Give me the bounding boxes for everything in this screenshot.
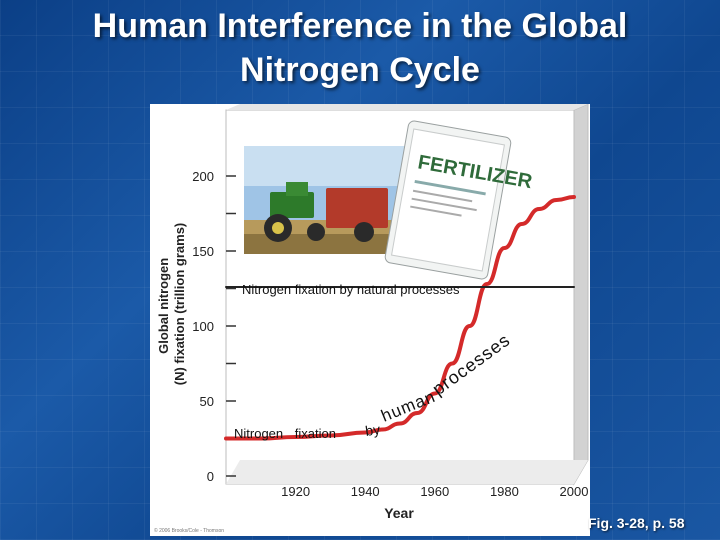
x-axis-label: Year — [384, 505, 414, 521]
y-axis-label-line2: (N) fixation (trillion grams) — [172, 223, 187, 386]
y-axis-label-line1: Global nitrogen — [156, 258, 171, 354]
plot-side-wall — [573, 104, 589, 486]
slide-title: Human Interference in the Global Nitroge… — [0, 4, 720, 92]
x-axis-tick-labels: 1920 1940 1960 1980 2000 — [281, 484, 588, 499]
y-tick-label: 100 — [192, 319, 214, 334]
y-axis-label: Global nitrogen (N) fixation (trillion g… — [156, 223, 187, 386]
y-axis-tick-labels: 0 50 100 150 200 — [192, 169, 214, 484]
annotation-human-fixation-start: Nitrogen fixation — [234, 426, 336, 441]
annotation-human-by: by — [364, 421, 381, 439]
fertilizer-bag-image: FERTILIZER — [384, 120, 534, 280]
slide-title-line2: Nitrogen Cycle — [240, 51, 480, 89]
y-tick-label: 0 — [207, 469, 214, 484]
series-line-human-fixation — [224, 195, 576, 441]
annotation-human-fixation: fixation — [295, 426, 336, 441]
annotation-human-nitrogen: Nitrogen — [234, 426, 283, 441]
y-tick-label: 50 — [200, 394, 214, 409]
y-tick-label: 200 — [192, 169, 214, 184]
y-axis-tick-marks — [226, 175, 236, 477]
annotation-natural-fixation: Nitrogen fixation by natural processes — [242, 282, 460, 297]
plot-floor — [226, 460, 588, 484]
series-group — [224, 195, 576, 441]
x-tick-label: 1940 — [351, 484, 380, 499]
plot-top-edge — [226, 104, 588, 110]
y-tick-label: 150 — [192, 244, 214, 259]
figure-panel: FERTILIZER 0 50 100 150 200 1920 1940 1960 1980… — [150, 104, 590, 536]
x-tick-label: 1960 — [420, 484, 449, 499]
slide-title-line1: Human Interference in the Global — [92, 7, 628, 45]
nitrogen-chart: FERTILIZER 0 50 100 150 200 1920 1940 1960 1980… — [156, 104, 589, 521]
copyright-notice: © 2006 Brooks/Cole - Thomson — [154, 528, 225, 534]
x-tick-label: 2000 — [560, 484, 589, 499]
x-tick-label: 1980 — [490, 484, 519, 499]
figure-caption: Fig. 3-28, p. 58 — [588, 515, 685, 531]
x-tick-label: 1920 — [281, 484, 310, 499]
